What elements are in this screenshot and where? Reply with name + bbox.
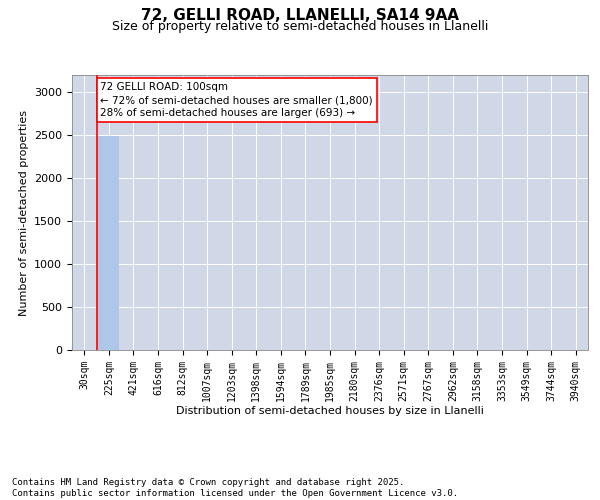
Text: Contains HM Land Registry data © Crown copyright and database right 2025.
Contai: Contains HM Land Registry data © Crown c…	[12, 478, 458, 498]
Text: Size of property relative to semi-detached houses in Llanelli: Size of property relative to semi-detach…	[112, 20, 488, 33]
Text: 72, GELLI ROAD, LLANELLI, SA14 9AA: 72, GELLI ROAD, LLANELLI, SA14 9AA	[141, 8, 459, 22]
Bar	[98, 136, 119, 350]
Text: 72 GELLI ROAD: 100sqm
← 72% of semi-detached houses are smaller (1,800)
28% of s: 72 GELLI ROAD: 100sqm ← 72% of semi-deta…	[100, 82, 373, 118]
Y-axis label: Number of semi-detached properties: Number of semi-detached properties	[19, 110, 29, 316]
X-axis label: Distribution of semi-detached houses by size in Llanelli: Distribution of semi-detached houses by …	[176, 406, 484, 416]
